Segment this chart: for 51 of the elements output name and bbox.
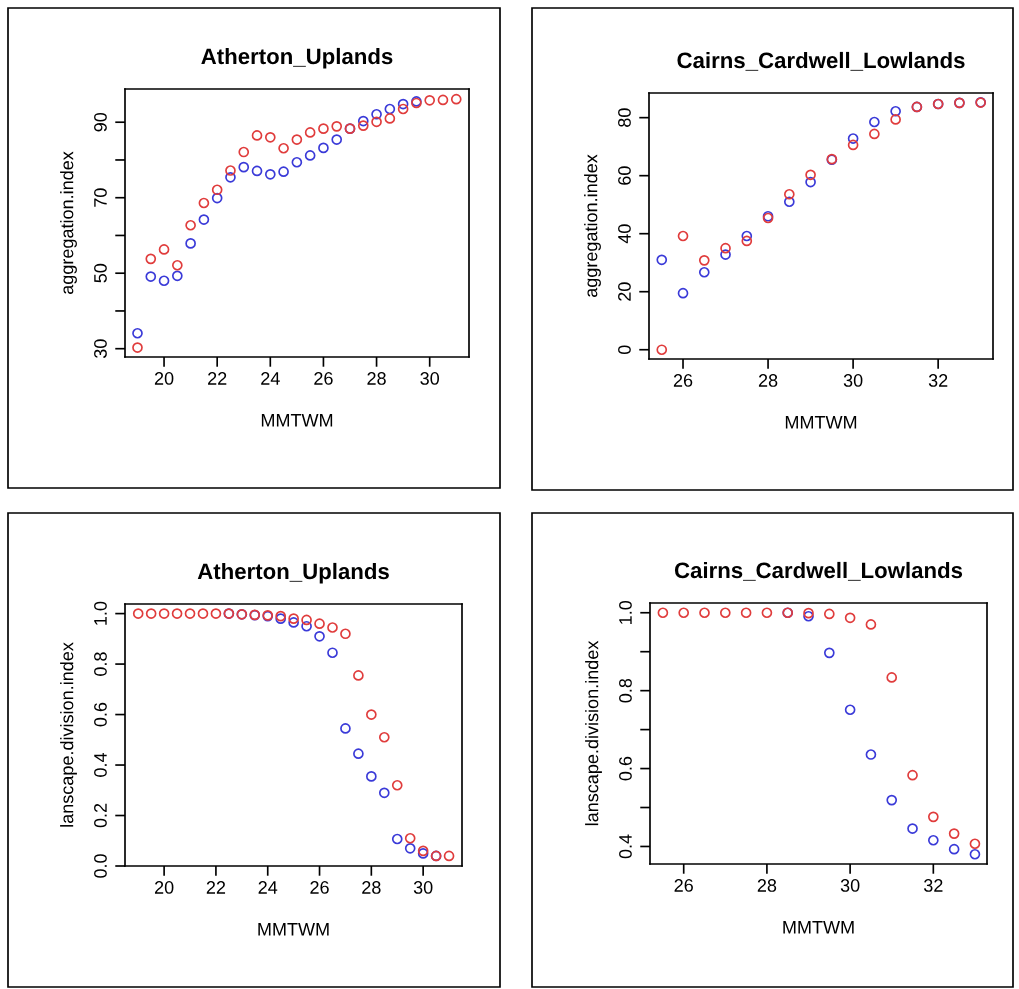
x-axis-title: MMTWM	[261, 414, 333, 427]
y-tick-label: 30	[94, 339, 107, 359]
chart-title: Atherton_Uplands	[197, 562, 389, 584]
x-tick-label: 22	[206, 881, 226, 894]
y-axis-title: aggregation.index	[584, 154, 601, 297]
y-tick-label: 90	[94, 112, 107, 132]
y-tick-label: 0.0	[94, 854, 107, 878]
x-tick-label: 24	[258, 881, 278, 894]
y-tick-label: 1.0	[619, 600, 632, 624]
y-tick-label: 40	[618, 224, 631, 244]
y-tick-label: 0	[618, 345, 631, 355]
y-axis-title: lanscape.division.index	[585, 640, 602, 826]
x-axis-title: MMTWM	[785, 416, 857, 429]
y-tick-label: 70	[94, 188, 107, 207]
x-tick-label: 30	[413, 881, 433, 894]
x-tick-label: 20	[154, 881, 174, 894]
x-tick-label: 22	[208, 372, 227, 385]
x-tick-label: 26	[674, 879, 693, 892]
y-tick-label: 0.4	[619, 834, 632, 859]
y-tick-label: 0.6	[619, 756, 632, 781]
x-tick-label: 28	[367, 372, 386, 385]
x-tick-label: 28	[757, 879, 777, 892]
chart-title: Atherton_Uplands	[201, 47, 393, 69]
x-tick-label: 32	[928, 374, 948, 387]
y-tick-label: 0.8	[94, 652, 107, 676]
x-tick-label: 28	[758, 374, 778, 387]
y-axis-title: lanscape.division.index	[60, 642, 77, 827]
y-tick-label: 20	[618, 282, 631, 301]
y-tick-label: 0.6	[94, 702, 107, 727]
y-tick-label: 1.0	[94, 601, 107, 625]
x-axis-title: MMTWM	[783, 921, 854, 934]
x-tick-label: 26	[310, 881, 329, 894]
x-tick-label: 32	[923, 879, 943, 892]
y-tick-label: 80	[618, 108, 631, 127]
x-axis-title: MMTWM	[258, 923, 329, 936]
y-tick-label: 0.4	[94, 753, 107, 777]
x-tick-label: 30	[843, 374, 863, 387]
chart-title: Cairns_Cardwell_Lowlands	[674, 561, 963, 581]
y-tick-label: 60	[618, 166, 631, 185]
y-axis-title: aggregation.index	[60, 151, 77, 294]
x-tick-label: 30	[420, 372, 440, 385]
x-tick-label: 28	[362, 881, 381, 894]
x-tick-label: 30	[840, 879, 860, 892]
x-tick-label: 26	[314, 372, 333, 385]
y-tick-label: 0.8	[619, 678, 632, 703]
x-tick-label: 26	[673, 374, 693, 387]
y-tick-label: 50	[94, 263, 107, 283]
chart-title: Cairns_Cardwell_Lowlands	[677, 51, 965, 71]
x-tick-label: 24	[261, 372, 280, 385]
y-tick-label: 0.2	[94, 803, 107, 828]
x-tick-label: 20	[154, 372, 174, 385]
